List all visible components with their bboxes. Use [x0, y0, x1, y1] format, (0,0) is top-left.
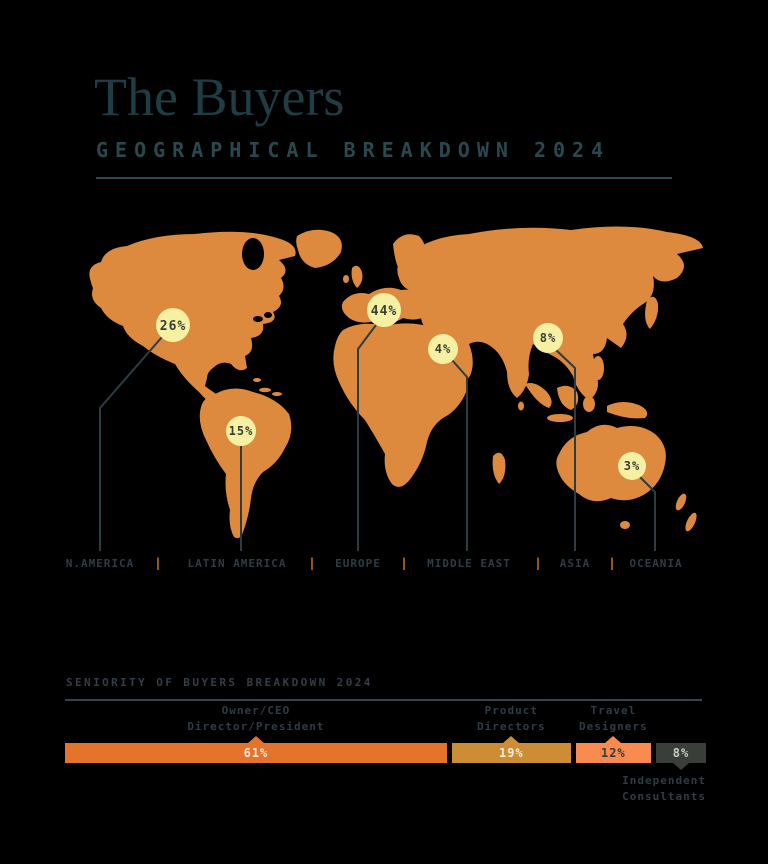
pointer-up-icon	[605, 736, 622, 743]
world-map: 26% 15% 44% 4% 8% 3%	[89, 226, 703, 551]
region-separator: |	[534, 556, 542, 570]
segment-label-independent-consultants: Independent Consultants	[622, 773, 706, 805]
sri-lanka	[518, 401, 524, 411]
region-label-europe: EUROPE	[335, 557, 381, 570]
segment-value: 19%	[498, 746, 524, 760]
segment-label-product-directors: Product Directors	[477, 703, 546, 735]
bubble-asia	[533, 323, 563, 353]
asia-landmass	[397, 226, 703, 400]
region-separator: |	[154, 556, 162, 570]
region-label-asia: ASIA	[559, 557, 591, 570]
bubble-value-n-america: 26%	[160, 319, 186, 334]
segment-value: 12%	[601, 746, 626, 760]
page-subtitle: GEOGRAPHICAL BREAKDOWN 2024	[96, 138, 611, 162]
header-divider	[96, 177, 672, 179]
segment-label-line: Travel	[590, 704, 637, 717]
bubble-n-america	[156, 308, 190, 342]
japan	[645, 296, 659, 329]
bubble-value-latin-america: 15%	[229, 424, 254, 438]
bubble-value-middle-east: 4%	[435, 342, 451, 356]
page-title: The Buyers	[94, 67, 345, 127]
connector-oceania	[639, 476, 656, 551]
seniority-heading: SENIORITY OF BUYERS BREAKDOWN 2024	[66, 676, 373, 689]
region-separator: |	[608, 556, 616, 570]
bubble-europe	[367, 293, 401, 327]
bubble-value-europe: 44%	[371, 304, 397, 319]
landmasses	[89, 226, 703, 539]
pointer-up-icon	[247, 736, 264, 743]
caribbean-islands-2	[272, 392, 282, 396]
sumatra	[525, 383, 552, 408]
connector-n-america	[99, 336, 163, 551]
java	[547, 414, 573, 422]
madagascar	[492, 452, 506, 484]
region-separator: |	[308, 556, 316, 570]
segment-label-line: Consultants	[622, 790, 706, 803]
segment-value: 61%	[243, 746, 269, 760]
region-label-latin-america: LATIN AMERICA	[187, 557, 287, 570]
segment-label-line: Directors	[477, 720, 546, 733]
connector-europe	[357, 324, 377, 551]
connector-lines	[99, 324, 656, 551]
bar-segment-independent-consultants: 8% Independent Consultants	[622, 743, 706, 803]
borneo	[557, 385, 579, 410]
new-guinea	[607, 402, 648, 419]
bubble-value-oceania: 3%	[624, 459, 640, 473]
segment-value: 8%	[672, 746, 690, 760]
britain-landmass	[351, 265, 363, 288]
bar-segment-owner-ceo: Owner/CEO Director/President 61%	[65, 704, 447, 763]
north-america-landmass	[89, 231, 296, 418]
africa-landmass	[333, 323, 468, 487]
segment-label-line: Director/President	[187, 720, 325, 733]
seniority-divider	[65, 699, 702, 701]
segment-label-line: Designers	[579, 720, 648, 733]
australia-landmass	[556, 424, 666, 502]
pointer-up-icon	[503, 736, 520, 743]
connector-asia	[555, 349, 576, 551]
segment-label-owner-ceo: Owner/CEO Director/President	[187, 703, 324, 735]
hudson-bay	[242, 238, 264, 270]
new-zealand-north	[675, 493, 687, 511]
bar-segment-product-directors: Product Directors 19%	[451, 704, 571, 763]
bar-segment-travel-designers: Travel Designers 12%	[575, 704, 651, 763]
great-lakes	[253, 316, 263, 322]
value-bubbles: 26% 15% 44% 4% 8% 3%	[156, 293, 646, 480]
sulawesi	[583, 396, 595, 412]
great-lakes-2	[264, 312, 272, 318]
segment-label-line: Independent	[622, 774, 706, 787]
region-separator: |	[400, 556, 408, 570]
pointer-down-icon	[672, 763, 689, 770]
caribbean-islands-3	[253, 378, 261, 382]
region-label-n-america: N.AMERICA	[65, 557, 135, 570]
tasmania	[620, 521, 630, 529]
greenland-landmass	[296, 229, 342, 268]
south-america-landmass	[199, 388, 292, 539]
connector-middle-east	[451, 359, 468, 551]
seniority-stacked-bar-chart: Owner/CEO Director/President 61% Product…	[65, 704, 706, 814]
region-label-middle-east: MIDDLE EAST	[427, 557, 511, 570]
region-label-oceania: OCEANIA	[629, 557, 683, 570]
segment-label-line: Owner/CEO	[221, 704, 291, 717]
bubble-value-asia: 8%	[540, 331, 556, 345]
bubble-middle-east	[428, 334, 458, 364]
ireland	[343, 275, 349, 283]
philippines	[592, 356, 604, 380]
iceland	[316, 250, 330, 258]
caribbean-islands	[259, 387, 271, 393]
bubble-latin-america	[226, 416, 256, 446]
segment-label-line: Product	[484, 704, 539, 717]
stacked-bar: Owner/CEO Director/President 61% Product…	[65, 704, 706, 803]
bubble-oceania	[618, 452, 646, 480]
segment-label-travel-designers: Travel Designers	[579, 703, 648, 735]
new-zealand-south	[685, 512, 697, 532]
